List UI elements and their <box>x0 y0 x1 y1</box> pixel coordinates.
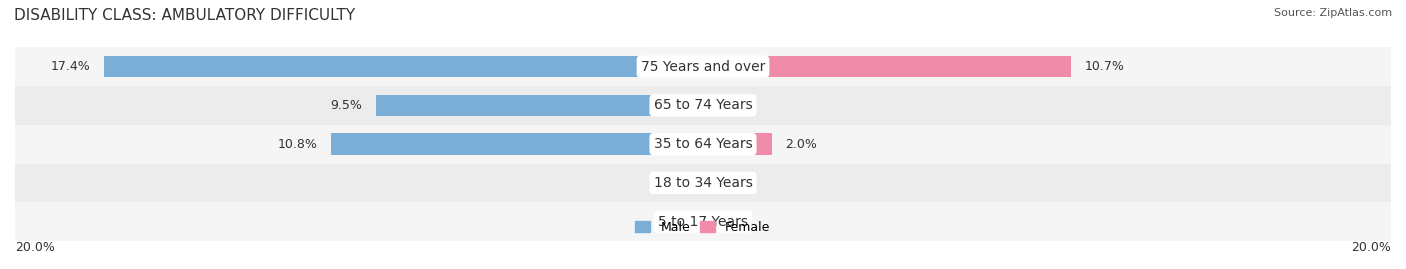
Text: 10.8%: 10.8% <box>278 138 318 151</box>
Text: DISABILITY CLASS: AMBULATORY DIFFICULTY: DISABILITY CLASS: AMBULATORY DIFFICULTY <box>14 8 356 23</box>
Text: 0.0%: 0.0% <box>717 215 749 228</box>
Bar <box>104 56 703 77</box>
Text: 20.0%: 20.0% <box>1351 241 1391 254</box>
Legend: Male, Female: Male, Female <box>630 216 776 239</box>
Text: 20.0%: 20.0% <box>15 241 55 254</box>
Bar <box>15 47 1391 86</box>
Bar <box>15 86 1391 125</box>
Text: 0.0%: 0.0% <box>717 176 749 189</box>
Text: 18 to 34 Years: 18 to 34 Years <box>654 176 752 190</box>
Text: 65 to 74 Years: 65 to 74 Years <box>654 98 752 112</box>
Bar <box>332 133 703 155</box>
Bar <box>703 133 772 155</box>
Bar <box>377 95 703 116</box>
Bar <box>15 164 1391 202</box>
Text: 10.7%: 10.7% <box>1085 60 1125 73</box>
Text: 2.0%: 2.0% <box>786 138 817 151</box>
Text: 35 to 64 Years: 35 to 64 Years <box>654 137 752 151</box>
Bar <box>703 56 1071 77</box>
Text: 17.4%: 17.4% <box>51 60 90 73</box>
Text: 0.0%: 0.0% <box>657 176 689 189</box>
Text: 0.0%: 0.0% <box>717 99 749 112</box>
Text: Source: ZipAtlas.com: Source: ZipAtlas.com <box>1274 8 1392 18</box>
Text: 9.5%: 9.5% <box>330 99 363 112</box>
Bar <box>15 125 1391 164</box>
Text: 75 Years and over: 75 Years and over <box>641 60 765 74</box>
Bar <box>15 202 1391 241</box>
Text: 0.0%: 0.0% <box>657 215 689 228</box>
Text: 5 to 17 Years: 5 to 17 Years <box>658 215 748 229</box>
